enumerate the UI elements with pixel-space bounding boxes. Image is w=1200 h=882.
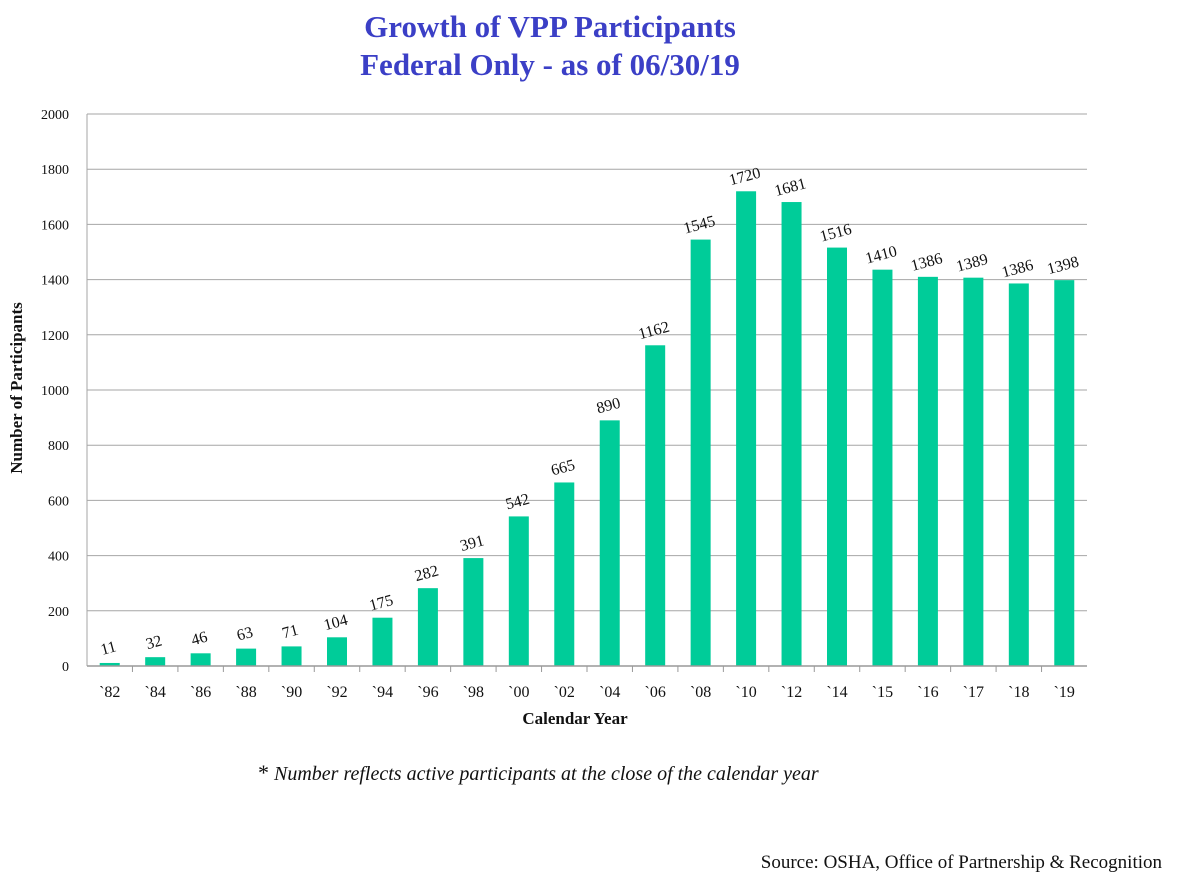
y-tick-label: 200 <box>48 605 69 620</box>
bar <box>1054 280 1075 666</box>
x-tick-label: `06 <box>645 684 666 701</box>
y-axis-label: Number of Participants <box>7 302 26 474</box>
data-label: 282 <box>413 563 441 586</box>
bar <box>872 269 893 666</box>
x-tick-label: `04 <box>599 684 620 701</box>
data-label: 890 <box>595 395 623 418</box>
chart-title-line2: Federal Only - as of 06/30/19 <box>360 47 740 82</box>
x-tick-label: `94 <box>372 684 393 701</box>
data-label: 63 <box>235 624 255 645</box>
data-label: 104 <box>322 612 350 635</box>
data-label: 1162 <box>637 319 672 344</box>
y-tick-label: 1800 <box>41 163 69 178</box>
bar <box>281 646 302 666</box>
data-label: 71 <box>280 622 300 643</box>
x-tick-label: `96 <box>417 684 438 701</box>
footnote: * Number reflects active participants at… <box>258 760 819 786</box>
bar <box>963 277 984 666</box>
footnote-asterisk: * <box>258 760 269 785</box>
data-label: 175 <box>367 592 395 615</box>
chart-title: Growth of VPP Participants Federal Only … <box>0 8 1100 84</box>
x-tick-label: `98 <box>463 684 484 701</box>
y-tick-label: 1600 <box>41 218 69 233</box>
bar <box>190 653 211 666</box>
bar <box>327 637 347 666</box>
data-label: 665 <box>549 457 577 480</box>
bar <box>690 239 711 666</box>
data-label: 11 <box>99 638 118 658</box>
bar <box>1008 283 1029 666</box>
data-label: 542 <box>504 491 532 514</box>
bar <box>145 657 166 666</box>
data-label: 1386 <box>909 250 944 275</box>
y-tick-label: 800 <box>48 439 69 454</box>
bar <box>827 247 847 667</box>
x-tick-label: `18 <box>1008 684 1029 701</box>
y-tick-label: 0 <box>62 660 69 675</box>
x-tick-label: `00 <box>508 684 529 701</box>
bar <box>645 345 666 666</box>
x-tick-label: `84 <box>145 684 166 701</box>
bar <box>599 420 620 666</box>
y-tick-label: 600 <box>48 494 69 509</box>
x-tick-label: `15 <box>872 684 893 701</box>
x-tick-label: `88 <box>235 684 256 701</box>
data-label: 46 <box>190 629 210 650</box>
source-credit: Source: OSHA, Office of Partnership & Re… <box>760 852 1162 873</box>
x-tick-label: `92 <box>326 684 347 701</box>
y-tick-label: 1200 <box>41 329 69 344</box>
y-tick-label: 1400 <box>41 274 69 289</box>
bar <box>917 276 938 666</box>
x-axis-label: Calendar Year <box>522 709 628 728</box>
chart-title-line1: Growth of VPP Participants <box>364 9 736 44</box>
y-tick-label: 2000 <box>41 108 69 123</box>
x-axis-ticks: `82 `84 `86 `88 `90 `92 `94 `96 `98 `00 `02 `04 `06 `… <box>99 666 1075 701</box>
x-tick-label: `02 <box>554 684 575 701</box>
bar <box>508 516 529 666</box>
bar <box>99 662 120 666</box>
data-label: 1720 <box>727 165 762 190</box>
bars <box>99 191 1075 667</box>
x-tick-label: `82 <box>99 684 120 701</box>
y-axis-ticks: 0 200 400 600 800 1000 1200 1400 1600 1800 2000 <box>41 108 69 675</box>
data-label: 1681 <box>773 175 808 200</box>
x-tick-label: `17 <box>963 684 984 701</box>
x-tick-label: `90 <box>281 684 302 701</box>
x-tick-label: `14 <box>826 684 847 701</box>
bar <box>781 202 802 666</box>
x-tick-label: `16 <box>917 684 938 701</box>
bar-chart: 0 200 400 600 800 1000 1200 1400 1600 1800 2000 11… <box>7 108 1087 728</box>
bar <box>554 482 575 666</box>
data-label: 1386 <box>1000 257 1035 282</box>
x-tick-label: `08 <box>690 684 711 701</box>
data-label: 1410 <box>864 243 899 268</box>
x-tick-label: `10 <box>735 684 756 701</box>
y-tick-label: 1000 <box>41 384 69 399</box>
footnote-text: Number reflects active participants at t… <box>274 763 819 785</box>
y-tick-label: 400 <box>48 550 69 565</box>
bar <box>372 617 393 666</box>
x-tick-label: `86 <box>190 684 211 701</box>
bar <box>236 648 257 666</box>
x-tick-label: `19 <box>1054 684 1075 701</box>
x-tick-label: `12 <box>781 684 802 701</box>
bar <box>417 588 438 666</box>
data-label: 32 <box>144 633 164 654</box>
data-label: 1389 <box>955 251 990 276</box>
data-label: 1398 <box>1045 253 1080 278</box>
data-label: 391 <box>458 532 486 555</box>
data-label: 1545 <box>682 213 717 238</box>
bar <box>736 191 757 666</box>
bar <box>463 558 484 666</box>
